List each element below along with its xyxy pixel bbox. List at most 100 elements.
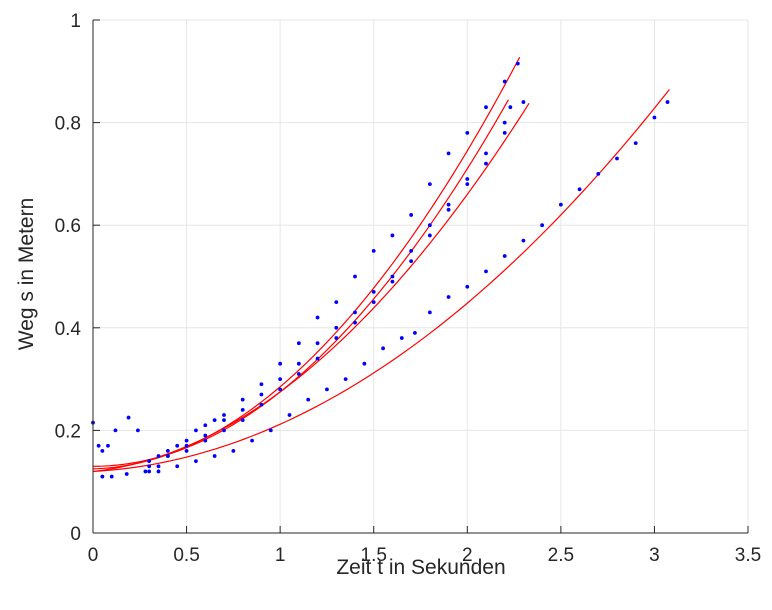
x-tick-label: 3.5 [735, 545, 761, 566]
fit-curve-3 [92, 103, 530, 473]
y-tick-label: 0.6 [55, 216, 81, 237]
data-point [156, 469, 161, 474]
data-point [222, 428, 226, 433]
data-point [240, 397, 245, 402]
y-tick-label: 0 [70, 524, 81, 545]
data-point [515, 61, 520, 66]
data-point [412, 331, 417, 335]
data-point [240, 407, 245, 412]
data-point [465, 182, 470, 187]
data-point [259, 382, 264, 387]
data-point [100, 449, 105, 453]
data-point [231, 449, 236, 453]
data-point [409, 213, 414, 217]
data-point [203, 438, 208, 443]
data-point [156, 454, 161, 458]
y-tick-label: 0.4 [55, 319, 82, 340]
y-tick-label: 1 [70, 11, 81, 32]
data-point [615, 156, 619, 161]
data-point [278, 361, 283, 366]
data-point [446, 295, 451, 299]
data-point [540, 223, 545, 228]
data-point [427, 310, 432, 315]
data-point [577, 187, 582, 192]
data-point [665, 100, 670, 104]
data-point [109, 474, 114, 479]
data-point [184, 443, 189, 448]
data-point [240, 418, 245, 423]
x-tick-label: 0.5 [173, 545, 199, 566]
data-point [287, 413, 292, 417]
data-point [465, 284, 470, 289]
data-point [296, 361, 301, 366]
data-point [390, 274, 395, 279]
data-point [558, 202, 563, 207]
data-point [343, 377, 348, 381]
data-point [521, 100, 526, 104]
data-point [390, 233, 395, 238]
data-point [147, 459, 152, 464]
data-point [165, 449, 170, 453]
data-point [353, 274, 357, 279]
data-point [259, 402, 264, 407]
data-point [465, 130, 470, 135]
x-tick-label: 1.5 [361, 545, 387, 566]
data-point [306, 397, 311, 402]
data-point [203, 433, 208, 438]
data-point [147, 464, 152, 469]
data-point [184, 449, 189, 453]
data-point [315, 341, 320, 346]
data-point [194, 459, 198, 464]
x-tick-label: 0 [88, 545, 99, 566]
data-point [259, 392, 264, 397]
data-point [175, 464, 180, 469]
data-point [371, 248, 376, 253]
data-point [502, 130, 507, 135]
y-axis-label: Weg s in Metern [15, 198, 38, 351]
data-point [371, 300, 376, 305]
data-point [465, 177, 470, 181]
data-point [652, 115, 657, 120]
data-point [502, 79, 507, 84]
data-point [409, 259, 414, 264]
data-point [106, 443, 110, 448]
data-point [315, 356, 320, 361]
data-points [91, 61, 670, 479]
data-point [124, 472, 129, 476]
data-point [596, 172, 601, 176]
x-tick-label: 2 [462, 545, 473, 566]
data-point [222, 418, 226, 423]
data-point [484, 151, 488, 156]
data-point [156, 464, 161, 469]
data-point [147, 469, 152, 474]
data-point [334, 336, 339, 340]
data-point [484, 269, 488, 274]
data-point [508, 105, 513, 110]
data-point [165, 454, 170, 458]
data-point [296, 372, 301, 376]
data-point [296, 341, 301, 346]
data-point [381, 346, 385, 351]
data-point [315, 315, 320, 320]
x-tick-label: 2.5 [548, 545, 574, 566]
data-point [96, 443, 101, 448]
data-point [521, 238, 526, 243]
x-tick-label: 3 [649, 545, 660, 566]
data-point [175, 443, 180, 448]
tick-labels: 0 0.5 1 1.5 2 2.5 3 3.5 0 0.2 0.4 0.6 0.8 1 [55, 11, 762, 566]
x-tick-label: 1 [275, 545, 286, 566]
data-point [484, 105, 488, 110]
y-tick-label: 0.2 [55, 421, 81, 442]
axes [92, 19, 749, 534]
data-point [427, 182, 432, 187]
data-point [222, 413, 226, 417]
data-point [250, 438, 254, 443]
fit-curves [92, 56, 670, 473]
data-point [212, 454, 217, 458]
data-point [325, 387, 329, 392]
data-point [427, 223, 432, 228]
data-point [136, 428, 140, 433]
data-point [633, 141, 638, 146]
